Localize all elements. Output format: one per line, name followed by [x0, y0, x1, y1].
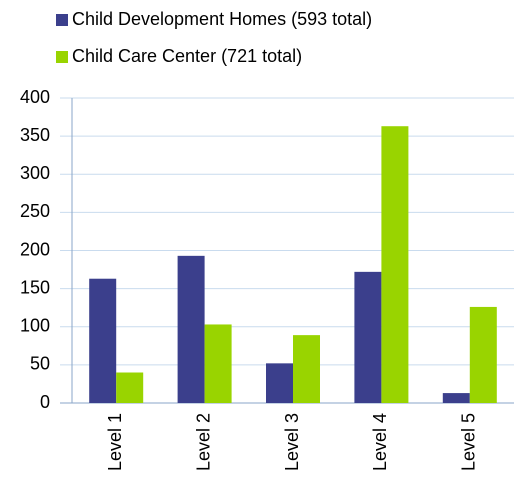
legend-swatch	[56, 14, 68, 26]
y-tick-label: 0	[40, 392, 50, 412]
y-tick-label: 200	[20, 239, 50, 259]
bar	[293, 335, 320, 403]
x-tick-label: Level 1	[105, 413, 125, 471]
bar	[442, 393, 470, 403]
y-tick-label: 100	[20, 316, 50, 336]
bar	[381, 126, 409, 404]
bar	[89, 278, 117, 403]
y-tick-label: 350	[20, 125, 50, 145]
legend-label: Child Development Homes (593 total)	[72, 9, 372, 29]
bar	[204, 324, 232, 403]
y-tick-label: 50	[30, 354, 50, 374]
y-tick-label: 250	[20, 201, 50, 221]
legend-label: Child Care Center (721 total)	[72, 46, 302, 66]
y-tick-label: 150	[20, 277, 50, 297]
bar	[177, 255, 205, 403]
bar	[116, 372, 144, 403]
x-tick-label: Level 4	[370, 413, 390, 471]
bar	[469, 306, 497, 403]
y-tick-label: 300	[20, 163, 50, 183]
x-tick-label: Level 5	[459, 413, 479, 471]
y-tick-label: 400	[20, 87, 50, 107]
x-tick-label: Level 2	[193, 413, 213, 471]
legend-swatch	[56, 51, 68, 63]
x-tick-label: Level 3	[282, 413, 302, 471]
bar	[266, 363, 293, 403]
bar	[354, 271, 382, 403]
